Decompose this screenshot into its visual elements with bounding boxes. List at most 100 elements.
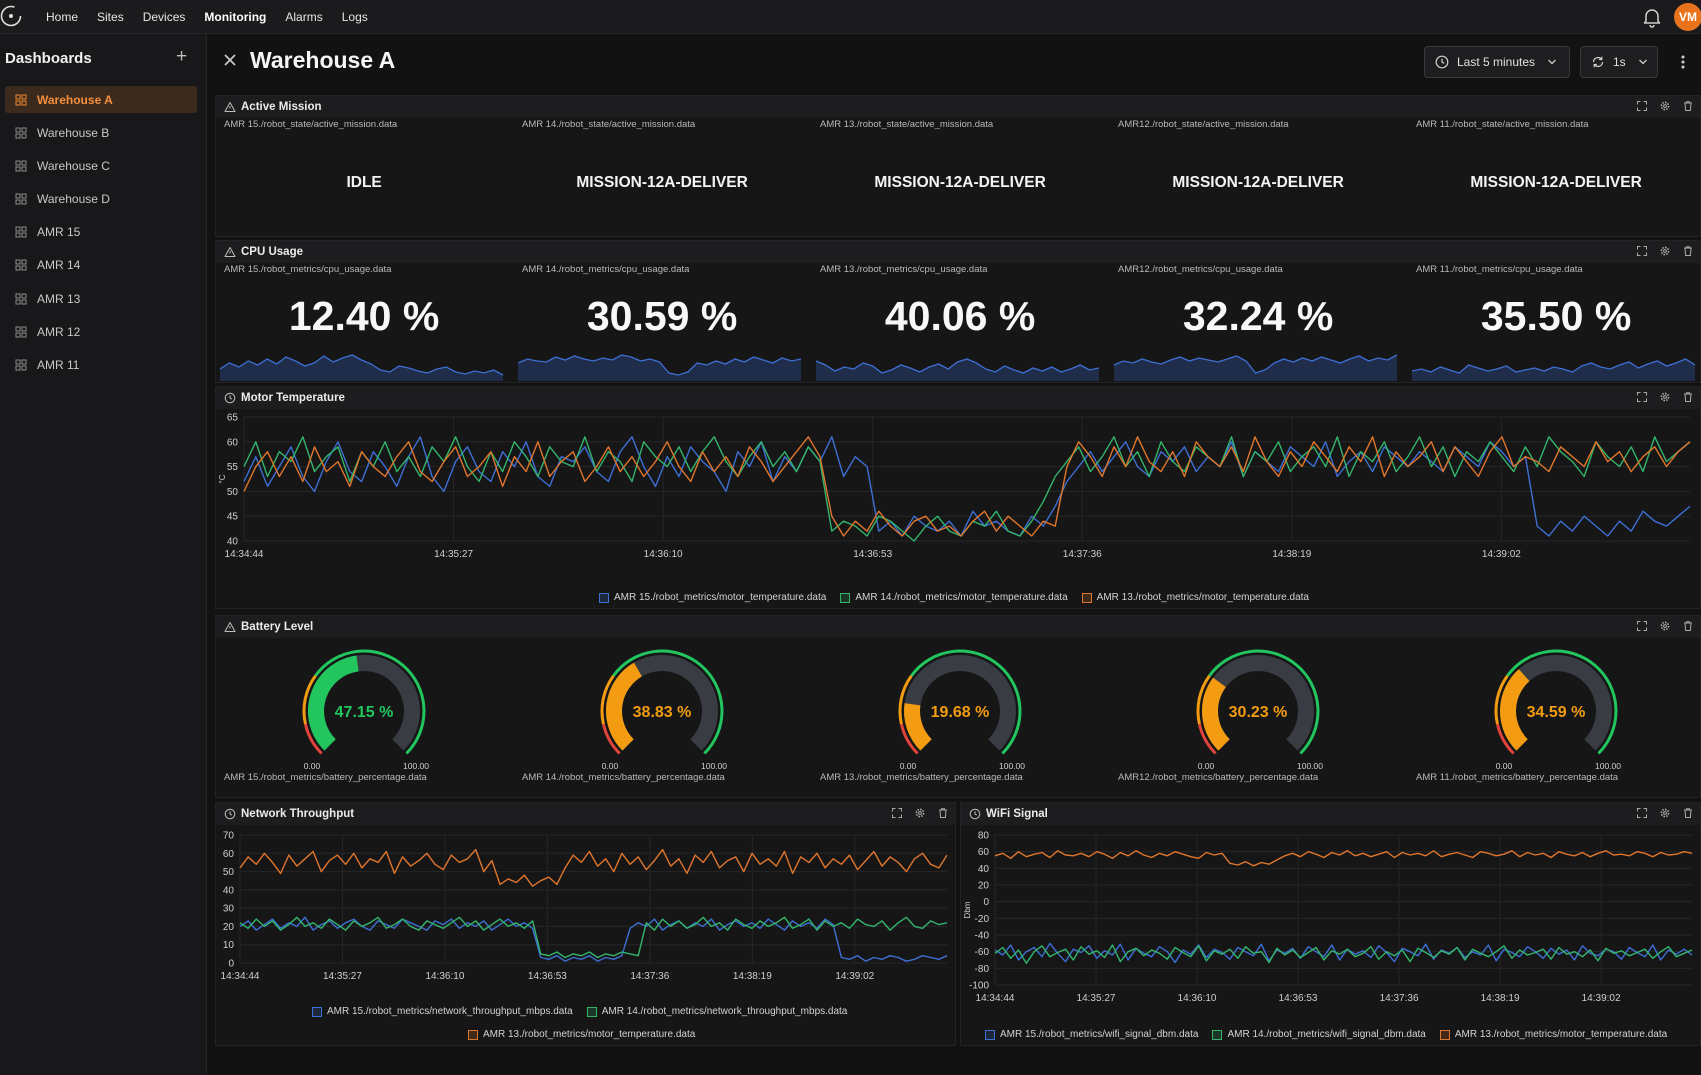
panel-toolbar (891, 807, 949, 819)
legend-label: AMR 15./robot_metrics/wifi_signal_dbm.da… (1000, 1029, 1199, 1040)
chart-legend: AMR 15./robot_metrics/wifi_signal_dbm.da… (985, 1029, 1681, 1040)
nav-home[interactable]: Home (46, 10, 79, 24)
series-line (239, 916, 948, 962)
trash-icon[interactable] (1682, 807, 1694, 819)
y-tick-label: 40 (227, 537, 239, 548)
fullscreen-icon[interactable] (891, 807, 903, 819)
legend-item[interactable]: AMR 14./robot_metrics/network_throughput… (586, 1006, 847, 1017)
motor-temperature-panel: Motor Temperature 40 45 50 55 60 65 14:34:44 14:… (215, 386, 1701, 609)
app-logo-icon[interactable] (0, 3, 26, 29)
sidebar-item-warehouse-b[interactable]: Warehouse B (5, 119, 197, 146)
trash-icon[interactable] (1682, 391, 1694, 403)
fullscreen-icon[interactable] (1636, 391, 1648, 403)
cpu-source-label: AMR12./robot_metrics/cpu_usage.data (1118, 264, 1283, 275)
gear-icon[interactable] (1659, 391, 1671, 403)
gear-icon[interactable] (914, 807, 926, 819)
nav-logs[interactable]: Logs (341, 10, 368, 24)
cpu-value: 35.50 % (1480, 293, 1632, 339)
x-tick-label: 14:37:36 (1380, 993, 1419, 1004)
more-options-icon[interactable] (1675, 52, 1691, 72)
fullscreen-icon[interactable] (1636, 100, 1648, 112)
legend-label: AMR 15./robot_metrics/motor_temperature.… (614, 592, 827, 603)
nav-monitoring[interactable]: Monitoring (204, 10, 267, 24)
x-tick-label: 14:38:19 (733, 971, 772, 982)
x-tick-label: 14:37:36 (630, 971, 669, 982)
clock-icon (224, 808, 236, 820)
sidebar-item-amr-12[interactable]: AMR 12 (5, 318, 197, 345)
trash-icon[interactable] (1682, 620, 1694, 632)
gear-icon[interactable] (1659, 245, 1671, 257)
battery-gauge: 38.83 % 0.00 100.00 (600, 649, 727, 771)
sidebar-item-amr-11[interactable]: AMR 11 (5, 352, 197, 379)
dashboard-grid-icon (15, 160, 27, 172)
y-tick-label: -40 (975, 931, 990, 942)
legend-item[interactable]: AMR 15./robot_metrics/wifi_signal_dbm.da… (985, 1029, 1198, 1040)
y-tick-label: 40 (978, 864, 990, 875)
gauge-value-arc (308, 655, 360, 751)
x-tick-label: 14:35:27 (434, 549, 473, 560)
gauge-threshold-orange (302, 674, 317, 725)
legend-item[interactable]: AMR 15./robot_metrics/motor_temperature.… (599, 592, 826, 603)
trash-icon[interactable] (1682, 100, 1694, 112)
refresh-interval-select[interactable]: 1s (1580, 46, 1658, 78)
legend-item[interactable]: AMR 13./robot_metrics/motor_temperature.… (1081, 592, 1309, 603)
nav-alarms[interactable]: Alarms (285, 10, 323, 24)
nav-devices[interactable]: Devices (142, 10, 186, 24)
battery-value: 47.15 % (335, 704, 394, 721)
gear-icon[interactable] (1659, 100, 1671, 112)
sparkline-line (220, 354, 503, 376)
nav-sites[interactable]: Sites (97, 10, 124, 24)
gauge-threshold-green (1208, 649, 1320, 755)
mission-source-label: AMR 11./robot_state/active_mission.data (1416, 119, 1589, 130)
mission-cell: AMR 11./robot_state/active_mission.data M… (1408, 118, 1701, 236)
y-tick-label: 80 (978, 831, 990, 842)
gauge-threshold-red (1197, 723, 1217, 755)
gauge-max-label: 100.00 (701, 761, 727, 771)
refresh-icon (1592, 56, 1604, 68)
legend-swatch (1081, 592, 1092, 603)
sidebar-item-label: Warehouse C (37, 158, 110, 173)
dashboard-grid-icon (15, 127, 27, 139)
time-range-label: Last 5 minutes (1457, 55, 1536, 69)
top-nav-bar: Home Sites Devices Monitoring Alarms Log… (0, 0, 1701, 34)
legend-item[interactable]: AMR 15./robot_metrics/network_throughput… (312, 1006, 573, 1017)
legend-swatch (468, 1029, 478, 1040)
fullscreen-icon[interactable] (1636, 620, 1648, 632)
legend-swatch (1212, 1029, 1223, 1040)
user-avatar[interactable]: VM (1674, 3, 1701, 31)
sidebar-item-warehouse-a[interactable]: Warehouse A (5, 86, 197, 113)
y-axis-label: °C (218, 474, 227, 483)
gauge-threshold-orange (1196, 674, 1211, 725)
trash-icon[interactable] (1682, 245, 1694, 257)
dashboard-grid-icon (15, 226, 27, 238)
legend-swatch (985, 1029, 995, 1040)
y-tick-label: 60 (227, 437, 239, 448)
trash-icon[interactable] (937, 807, 949, 819)
line-chart: 0 10 20 30 40 50 60 70 14:34:44 14:35:27 14:36:10 1… (221, 831, 948, 982)
sidebar-item-label: AMR 14 (37, 258, 81, 273)
gear-icon[interactable] (1659, 620, 1671, 632)
gear-icon[interactable] (1659, 807, 1671, 819)
dashboard-grid-icon (15, 94, 27, 105)
x-tick-label: 14:39:02 (835, 971, 874, 982)
fullscreen-icon[interactable] (1636, 245, 1648, 257)
legend-item[interactable]: AMR 14./robot_metrics/wifi_signal_dbm.da… (1212, 1029, 1426, 1040)
legend-item[interactable]: AMR 13./robot_metrics/motor_temperature.… (1439, 1029, 1667, 1040)
sidebar-item-warehouse-c[interactable]: Warehouse C (5, 152, 197, 179)
legend-item[interactable]: AMR 13./robot_metrics/motor_temperature.… (468, 1029, 695, 1040)
add-dashboard-button[interactable]: + (176, 46, 188, 67)
sidebar-item-amr-15[interactable]: AMR 15 (5, 219, 197, 246)
sidebar-item-label: Warehouse A (37, 92, 113, 107)
sidebar-item-warehouse-d[interactable]: Warehouse D (5, 186, 197, 213)
y-tick-label: 50 (227, 487, 239, 498)
fullscreen-icon[interactable] (1636, 807, 1648, 819)
x-tick-label: 14:34:44 (225, 549, 264, 560)
close-icon[interactable] (222, 52, 238, 68)
gauge-min-label: 0.00 (900, 761, 917, 771)
sidebar-item-amr-14[interactable]: AMR 14 (5, 252, 197, 279)
battery-cell: 30.23 % 0.00 100.00 AMR12./robot_metrics/ba… (1110, 638, 1406, 798)
bell-icon[interactable] (1640, 5, 1664, 29)
sidebar-item-amr-13[interactable]: AMR 13 (5, 285, 197, 312)
legend-item[interactable]: AMR 14./robot_metrics/motor_temperature.… (840, 592, 1068, 603)
time-range-select[interactable]: Last 5 minutes (1424, 46, 1570, 78)
